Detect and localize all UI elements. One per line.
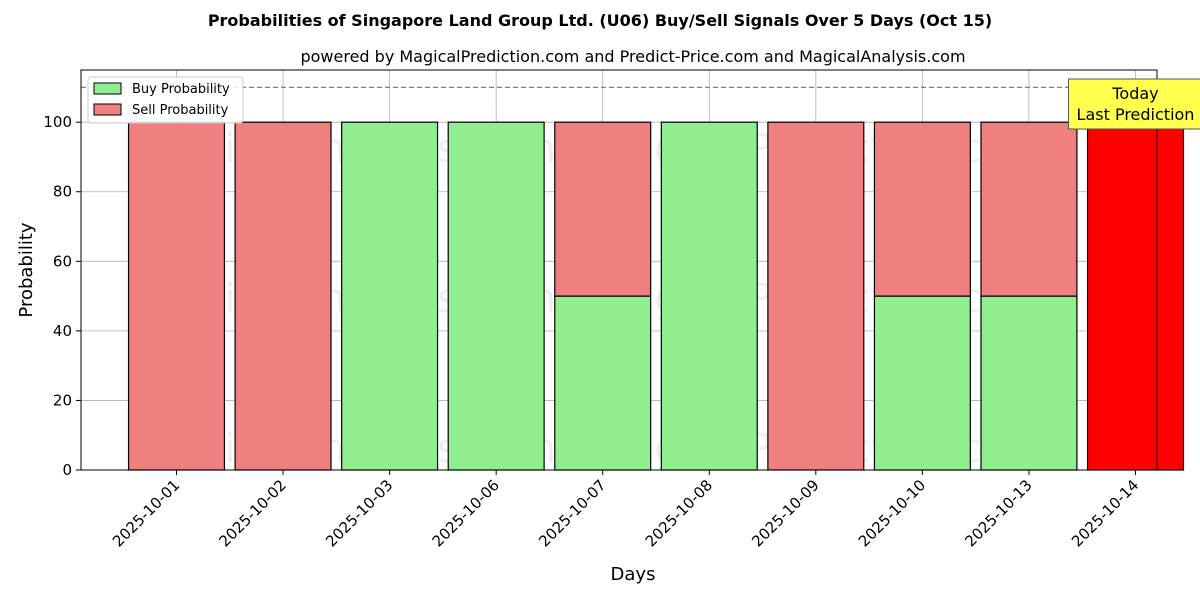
plot-frame [80, 69, 1158, 471]
sell-bar [980, 121, 1078, 297]
y-tick-label: 80 [53, 183, 72, 201]
y-tick-label: 0 [62, 461, 72, 479]
legend-swatch-buy [93, 82, 122, 95]
sell-bar [554, 121, 652, 297]
annotation-box [1068, 78, 1200, 130]
annotation-text: Today [1111, 84, 1158, 103]
legend-swatch-sell [93, 103, 122, 116]
buy-bar [980, 295, 1078, 471]
buy-bar [660, 121, 758, 471]
buy-bar [554, 295, 652, 471]
buy-bar [447, 121, 545, 471]
legend-box [87, 76, 244, 124]
legend: Buy Probability Sell Probability [87, 76, 244, 124]
y-axis-ticks: 0 20 40 60 80 100 [43, 113, 81, 479]
y-tick-label: 100 [43, 113, 72, 131]
bars [127, 121, 1185, 471]
sell-bar [767, 121, 865, 471]
chart-title: Probabilities of Singapore Land Group Lt… [208, 11, 992, 30]
x-axis-label: Days [611, 564, 656, 585]
buy-bar [341, 121, 439, 471]
chart-subtitle: powered by MagicalPrediction.com and Pre… [300, 47, 965, 66]
legend-label-buy: Buy Probability [132, 82, 230, 97]
sell-bar [127, 121, 226, 471]
buy-bar [873, 295, 971, 471]
sell-bar [873, 121, 971, 297]
y-tick-label: 20 [53, 391, 72, 409]
annotation: Today Last Prediction [1068, 78, 1200, 130]
y-axis-label: Probability [16, 222, 37, 317]
sell-bar [1086, 121, 1185, 471]
legend-label-sell: Sell Probability [132, 103, 229, 118]
sell-bar [234, 121, 332, 471]
y-tick-label: 40 [53, 322, 72, 340]
y-tick-label: 60 [53, 252, 72, 270]
annotation-text: Last Prediction [1077, 105, 1195, 124]
